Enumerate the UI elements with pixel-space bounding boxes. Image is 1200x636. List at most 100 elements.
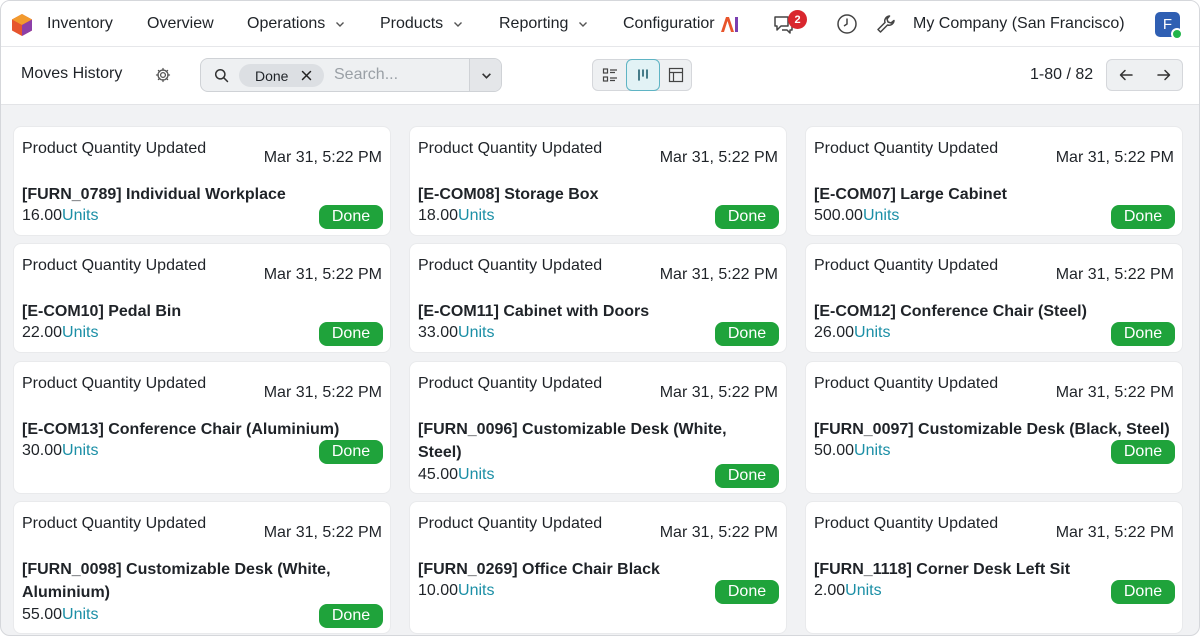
kanban-card[interactable]: Product Quantity Updated Mar 31, 5:22 PM…: [409, 501, 787, 634]
status-badge: Done: [319, 604, 383, 628]
list-view-icon: [602, 68, 617, 82]
card-uom-link[interactable]: Units: [845, 582, 882, 599]
card-date: Mar 31, 5:22 PM: [659, 149, 778, 166]
card-title: Product Quantity Updated: [22, 375, 207, 392]
card-product: [FURN_0098] Customizable Desk (White, Al…: [22, 561, 331, 601]
card-product: [FURN_0097] Customizable Desk (Black, St…: [814, 421, 1170, 438]
card-quantity-value: 10.00: [418, 582, 459, 599]
card-quantity-value: 22.00: [22, 324, 63, 341]
status-badge: Done: [319, 205, 383, 229]
status-badge: Done: [715, 322, 779, 346]
control-panel: Moves History Done: [1, 47, 1199, 105]
card-title: Product Quantity Updated: [22, 257, 207, 274]
kanban-card[interactable]: Product Quantity Updated Mar 31, 5:22 PM…: [13, 126, 391, 236]
card-uom-link[interactable]: Units: [862, 207, 900, 224]
arrow-left-icon: [1119, 69, 1133, 81]
messages-count-badge: 2: [788, 10, 807, 29]
card-quantity-value: 30.00: [22, 442, 63, 459]
menu-products-label: Products: [380, 15, 444, 32]
menu-reporting[interactable]: Reporting: [499, 1, 588, 47]
card-quantity-value: 45.00: [418, 466, 459, 483]
card-date: Mar 31, 5:22 PM: [659, 524, 778, 541]
status-badge: Done: [1111, 322, 1175, 346]
menu-products[interactable]: Products: [380, 1, 463, 47]
card-uom-link[interactable]: Units: [854, 442, 891, 459]
card-uom-link[interactable]: Units: [458, 207, 495, 224]
card-quantity: 45.00Units: [418, 466, 495, 484]
menu-configuration[interactable]: Configuratior: [623, 1, 739, 47]
clock-icon[interactable]: [836, 13, 858, 35]
card-quantity-value: 26.00: [814, 324, 855, 341]
gear-icon[interactable]: [155, 67, 171, 83]
status-badge: Done: [1111, 205, 1175, 229]
card-product: [E-COM13] Conference Chair (Aluminium): [22, 421, 340, 438]
card-product: [E-COM12] Conference Chair (Steel): [814, 303, 1087, 320]
card-title: Product Quantity Updated: [814, 375, 999, 392]
card-uom-link[interactable]: Units: [62, 324, 99, 341]
search-input[interactable]: [334, 59, 469, 91]
view-switcher: [592, 59, 692, 91]
arrow-right-icon: [1157, 69, 1171, 81]
card-quantity: 18.00Units: [418, 207, 495, 225]
card-uom-link[interactable]: Units: [458, 466, 495, 483]
search-options-toggle[interactable]: [469, 59, 501, 91]
kanban-card[interactable]: Product Quantity Updated Mar 31, 5:22 PM…: [805, 361, 1183, 494]
card-quantity: 10.00Units: [418, 582, 495, 600]
pager-next-button[interactable]: [1145, 60, 1183, 90]
card-date: Mar 31, 5:22 PM: [659, 266, 778, 283]
pager-value[interactable]: 1-80 / 82: [1030, 66, 1094, 83]
menu-operations[interactable]: Operations: [247, 1, 345, 47]
card-title: Product Quantity Updated: [22, 515, 207, 532]
card-quantity-value: 18.00: [418, 207, 459, 224]
kanban-card[interactable]: Product Quantity Updated Mar 31, 5:22 PM…: [409, 361, 787, 494]
kanban-card[interactable]: Product Quantity Updated Mar 31, 5:22 PM…: [13, 361, 391, 494]
card-product: [E-COM10] Pedal Bin: [22, 303, 182, 320]
kanban-card[interactable]: Product Quantity Updated Mar 31, 5:22 PM…: [13, 243, 391, 353]
card-date: Mar 31, 5:22 PM: [1055, 384, 1174, 401]
kanban-card[interactable]: Product Quantity Updated Mar 31, 5:22 PM…: [13, 501, 391, 634]
kanban-card[interactable]: Product Quantity Updated Mar 31, 5:22 PM…: [805, 501, 1183, 634]
status-badge: Done: [715, 464, 779, 488]
table-view-icon: [668, 67, 684, 83]
kanban-card[interactable]: Product Quantity Updated Mar 31, 5:22 PM…: [409, 126, 787, 236]
card-title: Product Quantity Updated: [814, 140, 999, 157]
card-uom-link[interactable]: Units: [458, 582, 495, 599]
card-uom-link[interactable]: Units: [62, 207, 99, 224]
card-quantity: 500.00Units: [814, 207, 899, 225]
kanban-card[interactable]: Product Quantity Updated Mar 31, 5:22 PM…: [409, 243, 787, 353]
card-product: [E-COM11] Cabinet with Doors: [418, 303, 650, 320]
chevron-down-icon: [336, 22, 345, 27]
kanban-card[interactable]: Product Quantity Updated Mar 31, 5:22 PM…: [805, 243, 1183, 353]
pager-previous-button[interactable]: [1107, 60, 1145, 90]
card-uom-link[interactable]: Units: [62, 606, 99, 623]
card-quantity: 30.00Units: [22, 442, 99, 460]
card-product: [FURN_0269] Office Chair Black: [418, 561, 660, 578]
card-title: Product Quantity Updated: [814, 257, 999, 274]
pivot-view-button[interactable]: [659, 59, 693, 91]
close-icon[interactable]: [301, 70, 312, 81]
card-date: Mar 31, 5:22 PM: [263, 524, 382, 541]
menu-overview[interactable]: Overview: [147, 1, 214, 47]
app-name[interactable]: Inventory: [47, 15, 113, 32]
chevron-down-icon: [579, 22, 588, 27]
card-quantity-value: 33.00: [418, 324, 459, 341]
page-title: Moves History: [21, 65, 123, 82]
card-uom-link[interactable]: Units: [854, 324, 891, 341]
card-uom-link[interactable]: Units: [458, 324, 495, 341]
card-date: Mar 31, 5:22 PM: [1055, 524, 1174, 541]
card-product: [FURN_1118] Corner Desk Left Sit: [814, 561, 1071, 578]
kanban-view-button[interactable]: [626, 59, 660, 91]
kanban-card[interactable]: Product Quantity Updated Mar 31, 5:22 PM…: [805, 126, 1183, 236]
card-uom-link[interactable]: Units: [62, 442, 99, 459]
list-view-button[interactable]: [593, 59, 627, 91]
online-status-dot: [1171, 28, 1183, 40]
card-title: Product Quantity Updated: [418, 375, 603, 392]
inventory-app-icon[interactable]: [11, 13, 33, 37]
company-switcher[interactable]: My Company (San Francisco): [913, 15, 1125, 32]
pager-buttons: [1106, 59, 1183, 91]
status-badge: Done: [319, 322, 383, 346]
wrench-icon[interactable]: [875, 13, 897, 35]
card-date: Mar 31, 5:22 PM: [263, 384, 382, 401]
search-bar: Done: [200, 58, 502, 92]
